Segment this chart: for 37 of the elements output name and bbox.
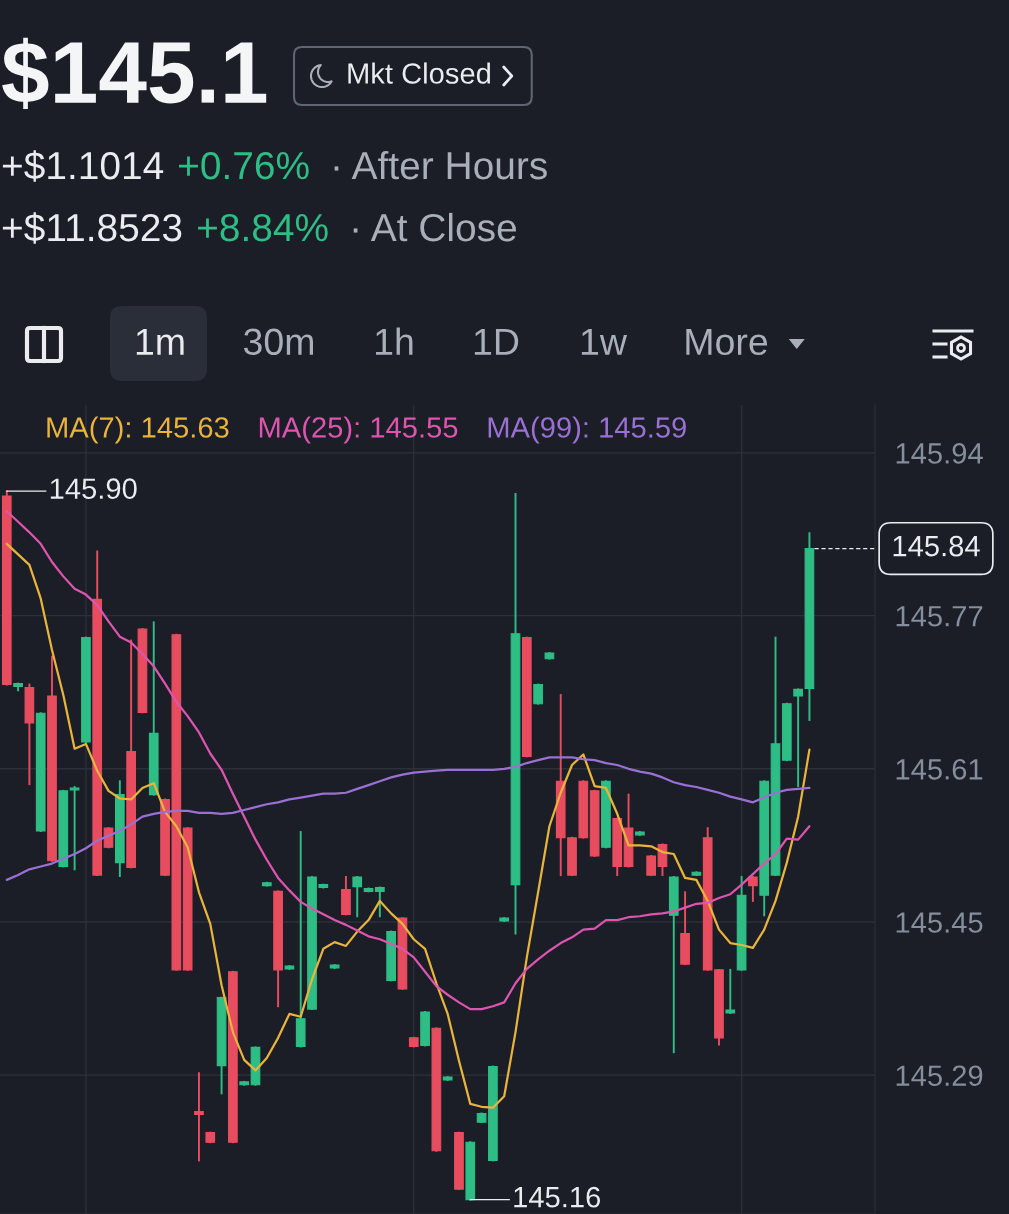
- candlestick: [725, 968, 736, 1014]
- text: · At Close: [353, 212, 516, 242]
- annotation: 145.90: [50, 478, 137, 499]
- chart-title: $145.1: [2, 37, 267, 110]
- candlestick: [533, 683, 543, 705]
- candlestick: [748, 876, 758, 902]
- y-tick-label: 145.77: [896, 606, 983, 627]
- text: 1h: [376, 327, 413, 355]
- y-tick-label: 145.61: [896, 759, 983, 780]
- y-tick-label: 145.29: [896, 1065, 983, 1087]
- text: +$1.1014: [2, 150, 164, 182]
- text: · After Hours: [334, 150, 547, 180]
- text: 1w: [581, 328, 628, 355]
- line-series: [5, 542, 811, 1109]
- text: Mkt Closed: [348, 62, 490, 84]
- text: MA(99): 145.59: [488, 416, 686, 444]
- candlestick: [374, 886, 385, 918]
- candlestick: [194, 1072, 204, 1162]
- text: 30m: [243, 328, 313, 356]
- ref-line-label: 145.84: [893, 535, 980, 557]
- text: MA(25): 145.55: [259, 416, 458, 444]
- candlestick: [69, 786, 80, 871]
- candlestick: [352, 876, 363, 918]
- candlestick: [793, 688, 803, 788]
- text: 1m: [136, 328, 184, 355]
- candlestick: [646, 854, 657, 877]
- text: +0.76%: [179, 151, 309, 180]
- annotation: 145.16: [514, 1186, 601, 1208]
- line-series: [5, 756, 811, 881]
- line-series: [5, 510, 811, 1011]
- y-tick-label: 145.94: [896, 443, 983, 464]
- text: MA(7): 145.63: [47, 416, 229, 444]
- text: More: [686, 328, 768, 356]
- text: +8.84%: [198, 213, 328, 242]
- text: 1D: [474, 328, 519, 355]
- y-tick-label: 145.45: [896, 912, 983, 933]
- text: +$11.8523: [2, 212, 182, 244]
